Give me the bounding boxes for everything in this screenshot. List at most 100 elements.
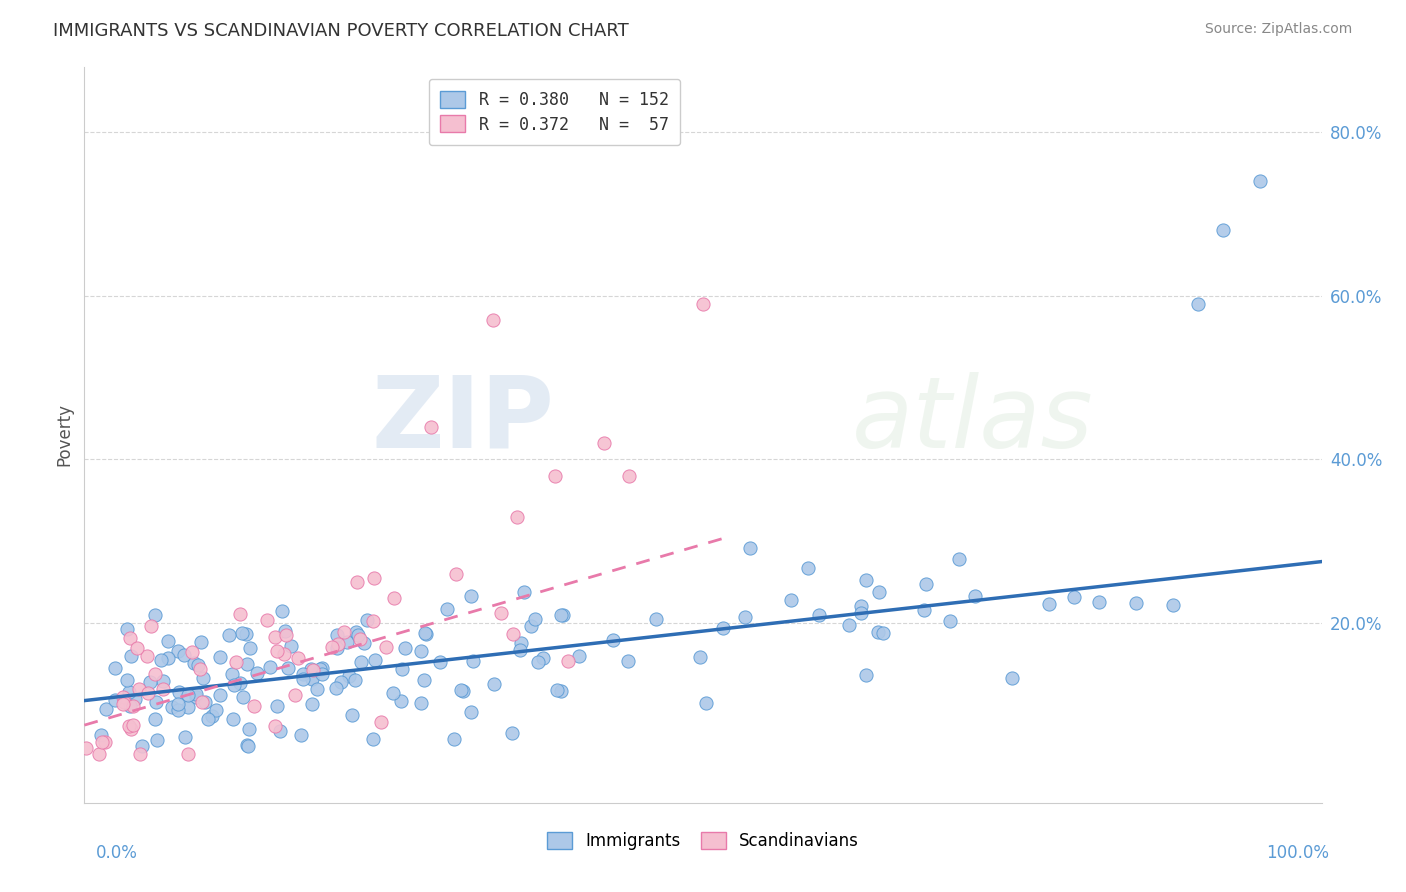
Point bbox=[266, 643, 288, 657]
Point bbox=[361, 614, 384, 628]
Point bbox=[160, 699, 183, 714]
Point bbox=[375, 640, 398, 654]
Point bbox=[332, 624, 354, 639]
Point bbox=[194, 695, 217, 709]
Point bbox=[325, 681, 347, 695]
Point bbox=[117, 685, 139, 699]
Point bbox=[382, 685, 405, 699]
Point bbox=[131, 739, 153, 753]
Point bbox=[543, 468, 565, 483]
Point bbox=[120, 631, 142, 645]
Point bbox=[287, 650, 309, 665]
Point bbox=[460, 590, 482, 604]
Point bbox=[321, 640, 343, 655]
Point bbox=[136, 686, 159, 700]
Point bbox=[914, 576, 936, 591]
Point bbox=[264, 719, 287, 733]
Point bbox=[96, 702, 118, 716]
Point bbox=[411, 644, 433, 658]
Point bbox=[235, 738, 257, 752]
Point bbox=[120, 698, 142, 713]
Point bbox=[225, 655, 247, 669]
Point bbox=[780, 592, 803, 607]
Point bbox=[1187, 297, 1209, 311]
Point bbox=[1125, 596, 1147, 610]
Point bbox=[256, 613, 278, 627]
Point bbox=[1212, 223, 1234, 237]
Point bbox=[868, 585, 890, 599]
Point bbox=[94, 735, 117, 749]
Point bbox=[349, 632, 371, 646]
Point bbox=[460, 705, 482, 719]
Point bbox=[232, 690, 254, 704]
Point bbox=[75, 740, 97, 755]
Point bbox=[191, 671, 214, 685]
Point bbox=[166, 703, 188, 717]
Point bbox=[209, 650, 232, 665]
Point bbox=[644, 612, 666, 626]
Point bbox=[411, 696, 433, 710]
Legend: Immigrants, Scandinavians: Immigrants, Scandinavians bbox=[540, 825, 866, 857]
Point bbox=[301, 672, 323, 686]
Point bbox=[229, 676, 252, 690]
Point bbox=[593, 436, 616, 450]
Point bbox=[346, 574, 368, 589]
Point bbox=[277, 660, 299, 674]
Point bbox=[280, 639, 302, 653]
Point bbox=[188, 662, 211, 676]
Point bbox=[364, 653, 387, 667]
Point bbox=[734, 609, 756, 624]
Point bbox=[394, 640, 416, 655]
Y-axis label: Poverty: Poverty bbox=[55, 403, 73, 467]
Point bbox=[510, 635, 533, 649]
Point bbox=[177, 688, 200, 702]
Point bbox=[157, 633, 180, 648]
Point bbox=[326, 628, 349, 642]
Text: ZIP: ZIP bbox=[371, 372, 554, 468]
Point bbox=[912, 603, 935, 617]
Point bbox=[419, 419, 441, 434]
Point bbox=[239, 641, 262, 656]
Point bbox=[229, 607, 252, 621]
Point bbox=[509, 643, 531, 657]
Point bbox=[330, 675, 353, 690]
Point bbox=[370, 714, 392, 729]
Point bbox=[201, 708, 224, 723]
Point bbox=[197, 712, 219, 726]
Point bbox=[436, 602, 458, 616]
Point bbox=[489, 606, 512, 620]
Point bbox=[689, 649, 711, 664]
Point bbox=[273, 647, 295, 661]
Point bbox=[849, 599, 872, 614]
Point bbox=[797, 560, 820, 574]
Point bbox=[183, 656, 205, 670]
Point bbox=[356, 613, 378, 627]
Point bbox=[851, 607, 873, 621]
Point bbox=[235, 627, 257, 641]
Text: Source: ZipAtlas.com: Source: ZipAtlas.com bbox=[1205, 22, 1353, 37]
Point bbox=[89, 747, 111, 761]
Point bbox=[415, 627, 437, 641]
Point bbox=[513, 584, 536, 599]
Point bbox=[413, 625, 436, 640]
Point bbox=[224, 678, 246, 692]
Point bbox=[695, 696, 717, 710]
Point bbox=[1161, 599, 1184, 613]
Point bbox=[711, 621, 734, 635]
Point bbox=[157, 650, 180, 665]
Point bbox=[872, 625, 894, 640]
Point bbox=[382, 591, 405, 606]
Point bbox=[808, 608, 831, 623]
Point bbox=[91, 735, 114, 749]
Point bbox=[506, 509, 529, 524]
Point bbox=[838, 617, 860, 632]
Point bbox=[301, 697, 323, 711]
Point bbox=[187, 657, 209, 672]
Point bbox=[173, 730, 195, 744]
Point bbox=[301, 671, 323, 685]
Point bbox=[501, 726, 523, 740]
Point bbox=[617, 468, 640, 483]
Point bbox=[191, 695, 214, 709]
Point bbox=[115, 622, 138, 636]
Point bbox=[550, 684, 572, 698]
